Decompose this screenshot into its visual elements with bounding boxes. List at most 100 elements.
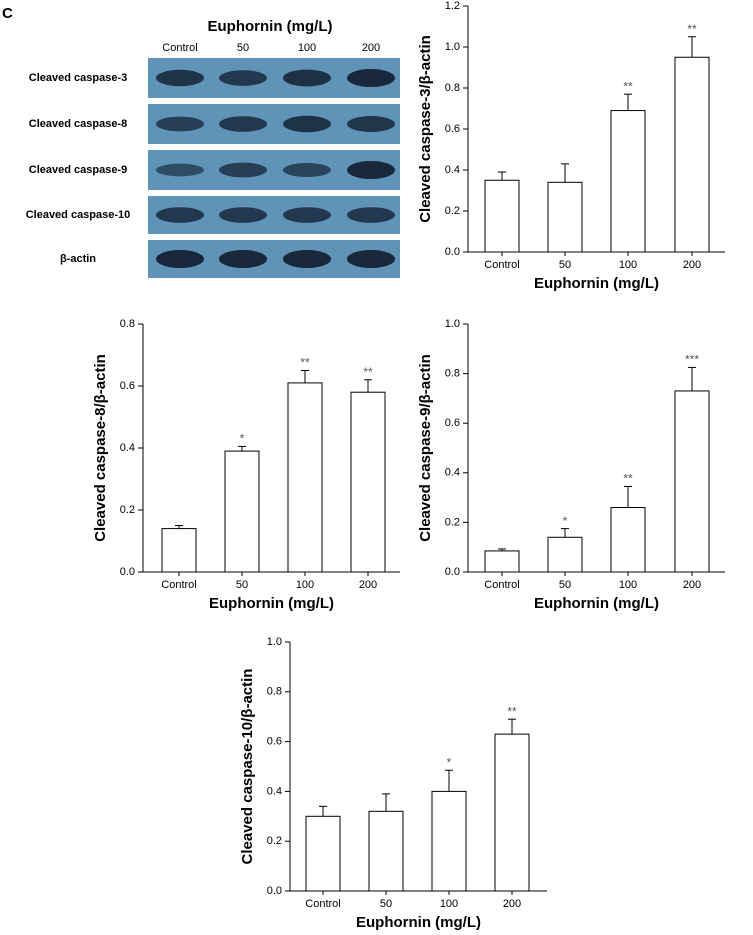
- bar: [494, 733, 530, 892]
- blot-column-label: 50: [237, 42, 249, 54]
- x-tick-label: 50: [559, 579, 571, 591]
- x-tick-label: Control: [161, 579, 196, 591]
- y-axis-label: Cleaved caspase-8/β-actin: [92, 354, 109, 542]
- x-tick-label: Control: [484, 579, 519, 591]
- blot-band: [347, 69, 395, 87]
- x-axis-label: Euphornin (mg/L): [534, 275, 659, 292]
- y-tick-label: 1.0: [267, 636, 282, 648]
- y-tick-label: 0.2: [120, 504, 135, 516]
- y-tick-label: 0.8: [445, 82, 460, 94]
- y-tick-label: 0.8: [267, 686, 282, 698]
- significance: *: [447, 755, 452, 769]
- y-axis-label: Cleaved caspase-9/β-actin: [417, 354, 434, 542]
- significance: **: [363, 365, 373, 379]
- significance: *: [563, 514, 568, 528]
- blot-band: [283, 250, 331, 268]
- bar: [484, 179, 520, 253]
- significance: ***: [685, 353, 699, 367]
- y-tick-label: 0.6: [445, 417, 460, 429]
- y-axis-label: Cleaved caspase-3/β-actin: [417, 35, 434, 223]
- bar: [674, 56, 710, 253]
- significance: **: [623, 79, 633, 93]
- blot-band: [219, 116, 267, 132]
- y-tick-label: 0.6: [267, 736, 282, 748]
- significance: **: [687, 22, 697, 36]
- blot-band: [347, 161, 395, 179]
- y-tick-label: 0.4: [267, 785, 282, 797]
- significance: **: [507, 704, 517, 718]
- x-tick-label: 100: [619, 259, 637, 271]
- bar: [368, 810, 404, 892]
- blot-band: [156, 69, 204, 87]
- x-tick-label: 50: [559, 259, 571, 271]
- bar: [431, 790, 467, 892]
- x-tick-label: 50: [380, 898, 392, 910]
- y-tick-label: 0.4: [445, 164, 460, 176]
- bar: [610, 507, 646, 573]
- blot-row-label: Cleaved caspase-9: [29, 164, 127, 176]
- bar: [547, 536, 583, 573]
- blot-column-label: Control: [162, 42, 197, 54]
- x-tick-label: 100: [296, 579, 314, 591]
- blot-band: [219, 70, 267, 86]
- y-tick-label: 0.2: [267, 835, 282, 847]
- y-tick-label: 0.0: [267, 885, 282, 897]
- x-tick-label: 200: [359, 579, 377, 591]
- y-tick-label: 0.4: [120, 442, 135, 454]
- blot-band: [283, 115, 331, 133]
- y-tick-label: 0.6: [445, 123, 460, 135]
- x-tick-label: Control: [484, 259, 519, 271]
- panel-label: C: [2, 5, 13, 22]
- blot-band: [283, 207, 331, 223]
- x-axis-label: Euphornin (mg/L): [209, 595, 334, 612]
- y-tick-label: 0.0: [445, 566, 460, 578]
- blot-row-label: Cleaved caspase-10: [26, 209, 131, 221]
- blot-band: [347, 116, 395, 132]
- blot-row-label: Cleaved caspase-3: [29, 72, 127, 84]
- blot-band: [219, 250, 267, 268]
- blot-band: [347, 207, 395, 223]
- x-tick-label: 50: [236, 579, 248, 591]
- y-axis-label: Cleaved caspase-10/β-actin: [239, 669, 256, 865]
- y-tick-label: 0.2: [445, 205, 460, 217]
- x-tick-label: 100: [440, 898, 458, 910]
- blot-band: [283, 163, 331, 177]
- y-tick-label: 0.8: [120, 318, 135, 330]
- bar: [547, 181, 583, 253]
- y-tick-label: 0.4: [445, 467, 460, 479]
- x-axis-label: Euphornin (mg/L): [356, 914, 481, 931]
- blot-row-label: β-actin: [60, 253, 96, 265]
- blot-band: [156, 250, 204, 268]
- x-tick-label: 200: [683, 579, 701, 591]
- x-tick-label: 100: [619, 579, 637, 591]
- blot-band: [347, 250, 395, 268]
- y-tick-label: 1.2: [445, 0, 460, 12]
- bar: [674, 390, 710, 573]
- bar: [350, 391, 386, 573]
- bar: [305, 815, 341, 892]
- y-tick-label: 0.2: [445, 516, 460, 528]
- blot-band: [156, 116, 204, 132]
- significance: **: [300, 356, 310, 370]
- y-tick-label: 1.0: [445, 318, 460, 330]
- bar: [484, 550, 520, 573]
- y-tick-label: 1.0: [445, 41, 460, 53]
- y-tick-label: 0.8: [445, 368, 460, 380]
- blot-row-label: Cleaved caspase-8: [29, 118, 127, 130]
- blot-column-label: 100: [298, 42, 316, 54]
- significance: **: [623, 472, 633, 486]
- x-tick-label: Control: [305, 898, 340, 910]
- x-tick-label: 200: [503, 898, 521, 910]
- bar: [610, 110, 646, 253]
- y-tick-label: 0.0: [445, 246, 460, 258]
- blot-band: [283, 69, 331, 87]
- y-tick-label: 0.6: [120, 380, 135, 392]
- blot-band: [219, 207, 267, 223]
- blot-band: [156, 163, 204, 177]
- bar: [287, 382, 323, 573]
- y-tick-label: 0.0: [120, 566, 135, 578]
- blot-column-label: 200: [362, 42, 380, 54]
- blot-band: [219, 162, 267, 178]
- bar: [224, 450, 260, 573]
